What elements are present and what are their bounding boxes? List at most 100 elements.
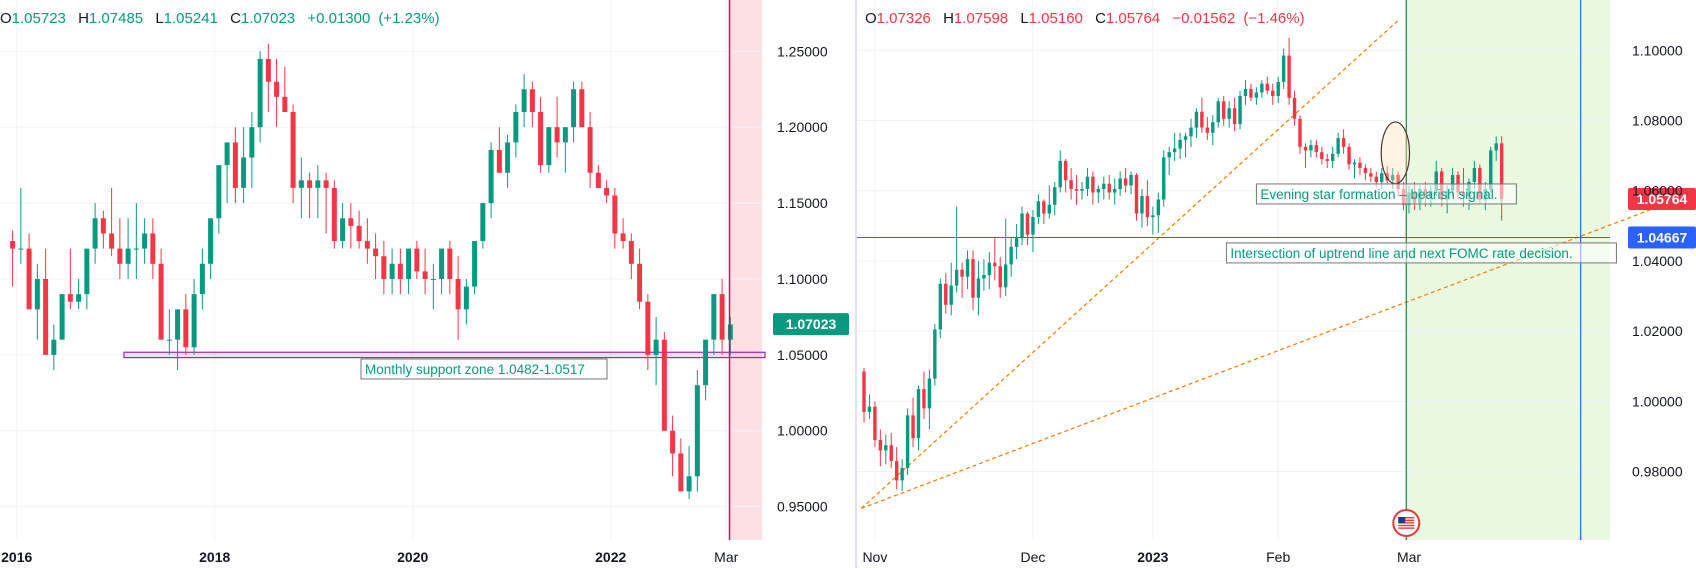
right-candle-body [1292, 97, 1297, 119]
support-zone-rect [123, 351, 766, 359]
left-candle-body [166, 339, 172, 341]
right-candle-body [1238, 95, 1242, 125]
left-ohlc-legend: O1.05723 H1.07485 L1.05241 C1.07023 +0.0… [0, 10, 448, 27]
left-chart-pane[interactable]: Monthly support zone 1.0482-1.0517 1.0702… [0, 0, 855, 568]
right-candle-body [1102, 183, 1106, 189]
right-candle-body [1162, 157, 1166, 200]
left-candle-body [216, 165, 222, 219]
left-candle-body [307, 180, 313, 188]
right-candle-body [1358, 162, 1362, 168]
left-candle-body [406, 248, 412, 279]
ohlc-high-value: 1.07485 [88, 10, 144, 27]
right-candle-body [1303, 146, 1308, 151]
right-y-tick-label: 1.04000 [1632, 253, 1683, 269]
right-candle-body [927, 378, 932, 409]
left-candle-body [686, 476, 692, 492]
left-candle-body [604, 187, 610, 196]
left-candle-body [678, 453, 684, 492]
left-candle-body [414, 248, 420, 272]
ohlc-open-value: 1.07326 [876, 10, 931, 27]
ohlc-open-value: 1.05723 [11, 10, 66, 27]
ohlc-high-label: H [943, 10, 954, 27]
left-candlestick-chart[interactable]: Monthly support zone 1.0482-1.0517 1.0702… [0, 0, 855, 568]
right-candle-body [1140, 196, 1144, 214]
left-candle-body [538, 112, 544, 166]
right-candle-body [1189, 127, 1193, 137]
right-y-tick-label: 1.00000 [1632, 393, 1683, 409]
ohlc-high-label: H [78, 10, 89, 27]
left-candle-body [628, 241, 634, 264]
ohlc-low-label: L [1020, 10, 1029, 27]
annotation-text: Intersection of uptrend line and next FO… [1230, 246, 1572, 261]
right-candle-body [1232, 108, 1237, 125]
left-candle-body [117, 248, 123, 264]
left-y-tick-label: 1.15000 [777, 195, 828, 211]
right-candle-body [1004, 264, 1008, 288]
right-candlestick-chart[interactable]: Evening star formation – bearish signal.… [857, 0, 1696, 568]
right-candle-body [1341, 138, 1346, 147]
right-candle-body [1107, 183, 1111, 193]
left-candle-body [579, 89, 585, 128]
left-candle-body [191, 294, 197, 348]
right-level-price-badge-bg [1628, 226, 1696, 249]
left-candle-body [381, 256, 387, 279]
right-candle-body [922, 389, 926, 409]
right-candle-body [900, 468, 904, 481]
right-candle-body [998, 266, 1002, 288]
left-candle-body [480, 203, 486, 242]
right-candle-body [1254, 92, 1259, 98]
ohlc-close-value: 1.05764 [1105, 10, 1161, 27]
left-highlight-zone [729, 0, 762, 540]
left-candle-body [26, 248, 32, 310]
right-candle-body [873, 406, 877, 440]
left-candle-body [109, 233, 115, 249]
right-candle-body [1009, 246, 1013, 265]
right-candle-body [954, 269, 959, 286]
ohlc-close-value: 1.07023 [240, 10, 296, 27]
right-candle-body [976, 278, 981, 298]
right-candle-body [1298, 118, 1302, 147]
right-candle-body [1091, 176, 1095, 193]
left-candle-body [340, 218, 346, 242]
left-candle-body [76, 294, 82, 302]
right-last-price-badge: 1.05764 [1637, 191, 1688, 207]
right-candle-body [1151, 215, 1155, 218]
annotation-text: Evening star formation – bearish signal. [1260, 187, 1497, 202]
right-level-price-badge: 1.04667 [1637, 230, 1688, 246]
left-candle-body [51, 339, 57, 355]
right-y-tick-label: 1.02000 [1632, 323, 1683, 339]
right-candle-body [1249, 88, 1253, 98]
left-candle-body [571, 89, 577, 128]
left-candle-body [373, 248, 379, 257]
right-candle-body [1205, 127, 1210, 133]
left-candle-body [323, 180, 329, 188]
left-candle-body [637, 263, 643, 302]
right-candle-body [1336, 138, 1340, 154]
left-y-tick-label: 0.95000 [777, 499, 828, 515]
right-candle-body [1363, 167, 1368, 174]
left-candle-body [694, 385, 700, 477]
right-candle-body [1380, 173, 1384, 182]
left-candle-body [265, 58, 271, 82]
annotation-box [1255, 183, 1517, 205]
left-candle-body [505, 142, 511, 173]
right-candle-body [1178, 139, 1182, 149]
right-candle-body [949, 285, 953, 305]
left-candle-body [397, 263, 403, 279]
ohlc-low-value: 1.05160 [1028, 10, 1083, 27]
left-candle-body [150, 233, 156, 264]
right-candle-body [1156, 199, 1160, 216]
pane-divider[interactable] [855, 0, 857, 568]
right-candle-body [1314, 145, 1319, 153]
right-candle-body [1085, 176, 1090, 189]
right-chart-pane[interactable]: Evening star formation – bearish signal.… [857, 0, 1696, 568]
right-candle-body [960, 269, 964, 277]
left-candle-body [84, 248, 90, 295]
right-candle-body [1025, 213, 1030, 235]
us-flag-event-icon [1392, 509, 1421, 537]
right-y-tick-label: 1.06000 [1632, 183, 1683, 199]
right-candle-body [1396, 174, 1400, 189]
right-candle-body [1211, 122, 1215, 133]
left-candle-body [389, 263, 395, 279]
right-candle-body [1123, 178, 1128, 186]
